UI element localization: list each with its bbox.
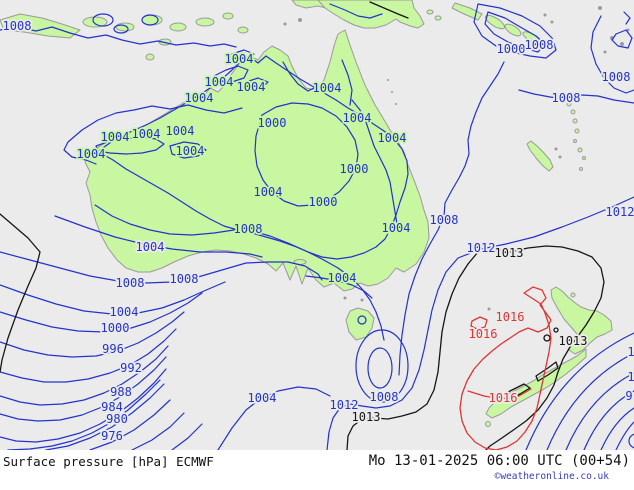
pressure-label: 1008	[525, 38, 554, 52]
pressure-label: 1013	[559, 334, 588, 348]
pressure-label: 1016	[489, 391, 518, 405]
pressure-label: 1004	[254, 185, 283, 199]
footer-bar: Surface pressure [hPa] ECMWF Mo 13-01-20…	[0, 450, 634, 490]
pressure-label: 1004	[132, 127, 161, 141]
isobars-red	[459, 286, 552, 450]
pressure-label: 1004	[166, 124, 195, 138]
pressure-label: 1	[627, 370, 634, 384]
coastline-australia	[84, 29, 430, 292]
pressure-label: 1004	[136, 240, 165, 254]
pressure-label: 1004	[101, 130, 130, 144]
pressure-label: 1000	[309, 195, 338, 209]
pressure-label: 1008	[170, 272, 199, 286]
isobars-blue	[0, 3, 634, 450]
pressure-label: 1004	[185, 91, 214, 105]
pressure-label: 1008	[430, 213, 459, 227]
pressure-label: 1012	[606, 205, 634, 219]
pressure-label: 1004	[248, 391, 277, 405]
pressure-label: 992	[120, 361, 142, 375]
pressure-label: 1004	[313, 81, 342, 95]
isobars-black	[0, 1, 605, 450]
pressure-label: 1008	[116, 276, 145, 290]
coastline-nz-south-island	[485, 348, 587, 419]
pressure-label: 1000	[340, 162, 369, 176]
pressure-label: 9	[625, 389, 632, 403]
pressure-label: 1012	[330, 398, 359, 412]
pressure-label: 1004	[343, 111, 372, 125]
pressure-label: 996	[102, 342, 124, 356]
coastline-vanuatu	[566, 101, 586, 171]
pressure-label: 1004	[110, 305, 139, 319]
coastline-solomons	[451, 2, 483, 21]
pressure-label: 1000	[258, 116, 287, 130]
coastline-nz-north-island	[550, 286, 613, 355]
pressure-label: 1008	[602, 70, 631, 84]
pressure-label: 1004	[237, 80, 266, 94]
pressure-label: 1004	[176, 144, 205, 158]
pressure-label: 1012	[467, 241, 496, 255]
pressure-label: 1004	[225, 52, 254, 66]
pressure-label: 1008	[234, 222, 263, 236]
pressure-label: 1016	[469, 327, 498, 341]
pressure-label: 988	[110, 385, 132, 399]
pressure-label: 984	[101, 400, 123, 414]
pressure-label: 1004	[382, 221, 411, 235]
pressure-label: 1004	[77, 147, 106, 161]
pressure-label: 1	[627, 345, 634, 359]
pressure-label: 1000	[497, 42, 526, 56]
pressure-label: 1004	[378, 131, 407, 145]
pressure-label: 1008	[370, 390, 399, 404]
datetime-label: Mo 13-01-2025 06:00 UTC (00+54)	[368, 453, 630, 469]
pressure-label: 1013	[352, 410, 381, 424]
pressure-label: 1004	[328, 271, 357, 285]
coastline-new-caledonia	[526, 140, 554, 172]
pressure-label: 1008	[552, 91, 581, 105]
pressure-label: 1013	[495, 246, 524, 260]
product-title: Surface pressure [hPa] ECMWF	[3, 454, 214, 469]
pressure-label: 980	[106, 412, 128, 426]
pressure-label: 976	[101, 429, 123, 443]
pressure-label: 1000	[101, 321, 130, 335]
copyright-label: ©weatheronline.co.uk	[494, 471, 609, 482]
pressure-label: 1004	[205, 75, 234, 89]
pressure-label: 1008	[3, 19, 32, 33]
pressure-label: 1016	[496, 310, 525, 324]
